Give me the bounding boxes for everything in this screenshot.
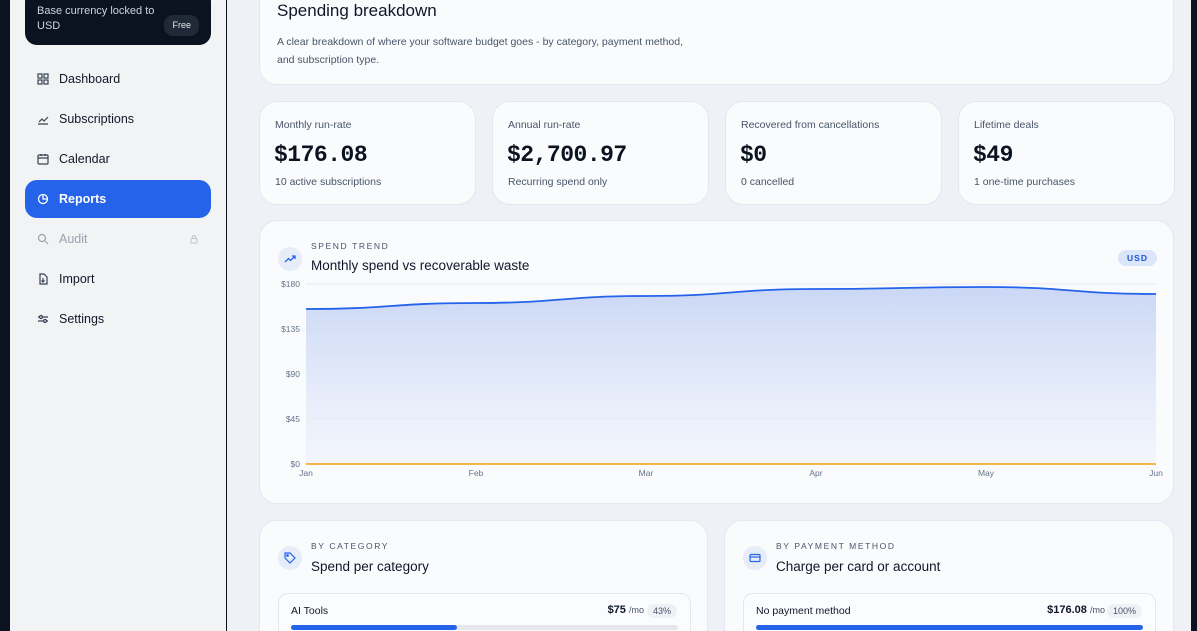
trend-title: Monthly spend vs recoverable waste (311, 258, 530, 273)
stat-monthly-run-rate: Monthly run-rate $176.08 10 active subsc… (259, 101, 476, 205)
stat-recovered: Recovered from cancellations $0 0 cancel… (725, 101, 942, 205)
sidebar-item-dashboard[interactable]: Dashboard (25, 60, 211, 98)
stat-value: $176.08 (274, 142, 368, 168)
stat-label: Recovered from cancellations (741, 119, 880, 131)
y-tick-label: $0 (291, 459, 301, 469)
category-row: AI Tools $75 /mo 43% (278, 593, 691, 631)
x-tick-label: Mar (639, 468, 654, 478)
tag-icon (278, 546, 302, 570)
row-amount: $75 /mo (608, 604, 644, 616)
header-card: Spending breakdown A clear breakdown of … (259, 0, 1174, 85)
x-tick-label: Jun (1149, 468, 1163, 478)
row-unit: /mo (628, 605, 644, 615)
x-tick-label: May (978, 468, 995, 478)
sidebar-item-label: Subscriptions (59, 112, 135, 126)
payment-title: Charge per card or account (776, 559, 941, 574)
chart-icon (37, 113, 49, 125)
y-tick-label: $45 (286, 414, 300, 424)
x-tick-label: Feb (469, 468, 484, 478)
payment-eyebrow: BY PAYMENT METHOD (776, 541, 896, 551)
window-border (1191, 0, 1197, 631)
row-bar-fill (291, 625, 458, 630)
currency-badge: USD (1118, 250, 1157, 266)
row-percent: 100% (1106, 604, 1142, 618)
stat-label: Monthly run-rate (275, 119, 352, 131)
category-card: BY CATEGORY Spend per category AI Tools … (259, 520, 708, 631)
row-bar-fill (756, 625, 1143, 630)
sidebar-item-label: Calendar (59, 152, 110, 166)
sidebar-item-label: Audit (59, 232, 88, 246)
trend-eyebrow: SPEND TREND (311, 241, 390, 251)
spend-area (306, 287, 1156, 464)
sidebar-item-reports[interactable]: Reports (25, 180, 211, 218)
x-tick-label: Jan (299, 468, 313, 478)
row-bar (756, 625, 1143, 630)
dashboard-icon (37, 73, 49, 85)
search-icon (37, 233, 49, 245)
plan-text: Base currency locked to USD (37, 5, 155, 32)
main-content: Spending breakdown A clear breakdown of … (227, 0, 1191, 631)
row-unit: /mo (1089, 605, 1105, 615)
sidebar-item-label: Settings (59, 312, 105, 326)
sidebar-item-label: Import (59, 272, 95, 286)
x-tick-label: Apr (809, 468, 822, 478)
stat-sub: Recurring spend only (508, 176, 608, 188)
spend-trend-card: SPEND TREND Monthly spend vs recoverable… (259, 220, 1174, 504)
row-amount: $176.08 /mo (1047, 604, 1105, 616)
category-title: Spend per category (311, 559, 429, 574)
card-icon (743, 546, 767, 570)
stat-value: $2,700.97 (507, 142, 627, 168)
sidebar-item-subscriptions[interactable]: Subscriptions (25, 100, 211, 138)
y-tick-label: $90 (286, 369, 300, 379)
page-description: A clear breakdown of where your software… (277, 36, 684, 66)
stat-value: $49 (973, 142, 1013, 168)
row-name: AI Tools (291, 605, 329, 617)
lock-icon (190, 235, 198, 244)
plan-card: Base currency locked to USD Free (25, 0, 211, 45)
row-bar (291, 625, 678, 630)
trend-up-icon (278, 247, 302, 271)
sidebar-item-settings[interactable]: Settings (25, 300, 211, 338)
stat-lifetime-deals: Lifetime deals $49 1 one-time purchases (958, 101, 1175, 205)
calendar-icon (37, 153, 49, 165)
stat-sub: 1 one-time purchases (974, 176, 1075, 188)
stat-label: Lifetime deals (974, 119, 1039, 131)
row-percent: 43% (646, 604, 677, 618)
payment-row: No payment method $176.08 /mo 100% (743, 593, 1156, 631)
row-amount-value: $75 (607, 604, 626, 616)
y-tick-label: $180 (281, 279, 300, 289)
sidebar-item-label: Reports (59, 192, 107, 206)
sidebar-nav: Dashboard Subscriptions Calendar Reports… (25, 60, 211, 340)
row-amount-value: $176.08 (1047, 604, 1087, 616)
y-tick-label: $135 (281, 324, 300, 334)
spend-line (305, 286, 1157, 310)
sidebar-item-import[interactable]: Import (25, 260, 211, 298)
sidebar-item-audit[interactable]: Audit (25, 220, 211, 258)
category-eyebrow: BY CATEGORY (311, 541, 390, 551)
plan-badge: Free (164, 15, 199, 36)
pie-icon (37, 193, 49, 205)
sidebar-item-label: Dashboard (59, 72, 121, 86)
sidebar-item-calendar[interactable]: Calendar (25, 140, 211, 178)
stat-value: $0 (740, 142, 767, 168)
stat-annual-run-rate: Annual run-rate $2,700.97 Recurring spen… (492, 101, 709, 205)
sliders-icon (37, 313, 49, 325)
payment-card: BY PAYMENT METHOD Charge per card or acc… (724, 520, 1174, 631)
row-name: No payment method (756, 605, 851, 617)
stat-label: Annual run-rate (508, 119, 581, 131)
sidebar: Base currency locked to USD Free Dashboa… (10, 0, 226, 631)
stat-sub: 0 cancelled (741, 176, 795, 188)
file-icon (37, 273, 49, 285)
stat-sub: 10 active subscriptions (275, 176, 382, 188)
page-title: Spending breakdown (277, 1, 437, 20)
